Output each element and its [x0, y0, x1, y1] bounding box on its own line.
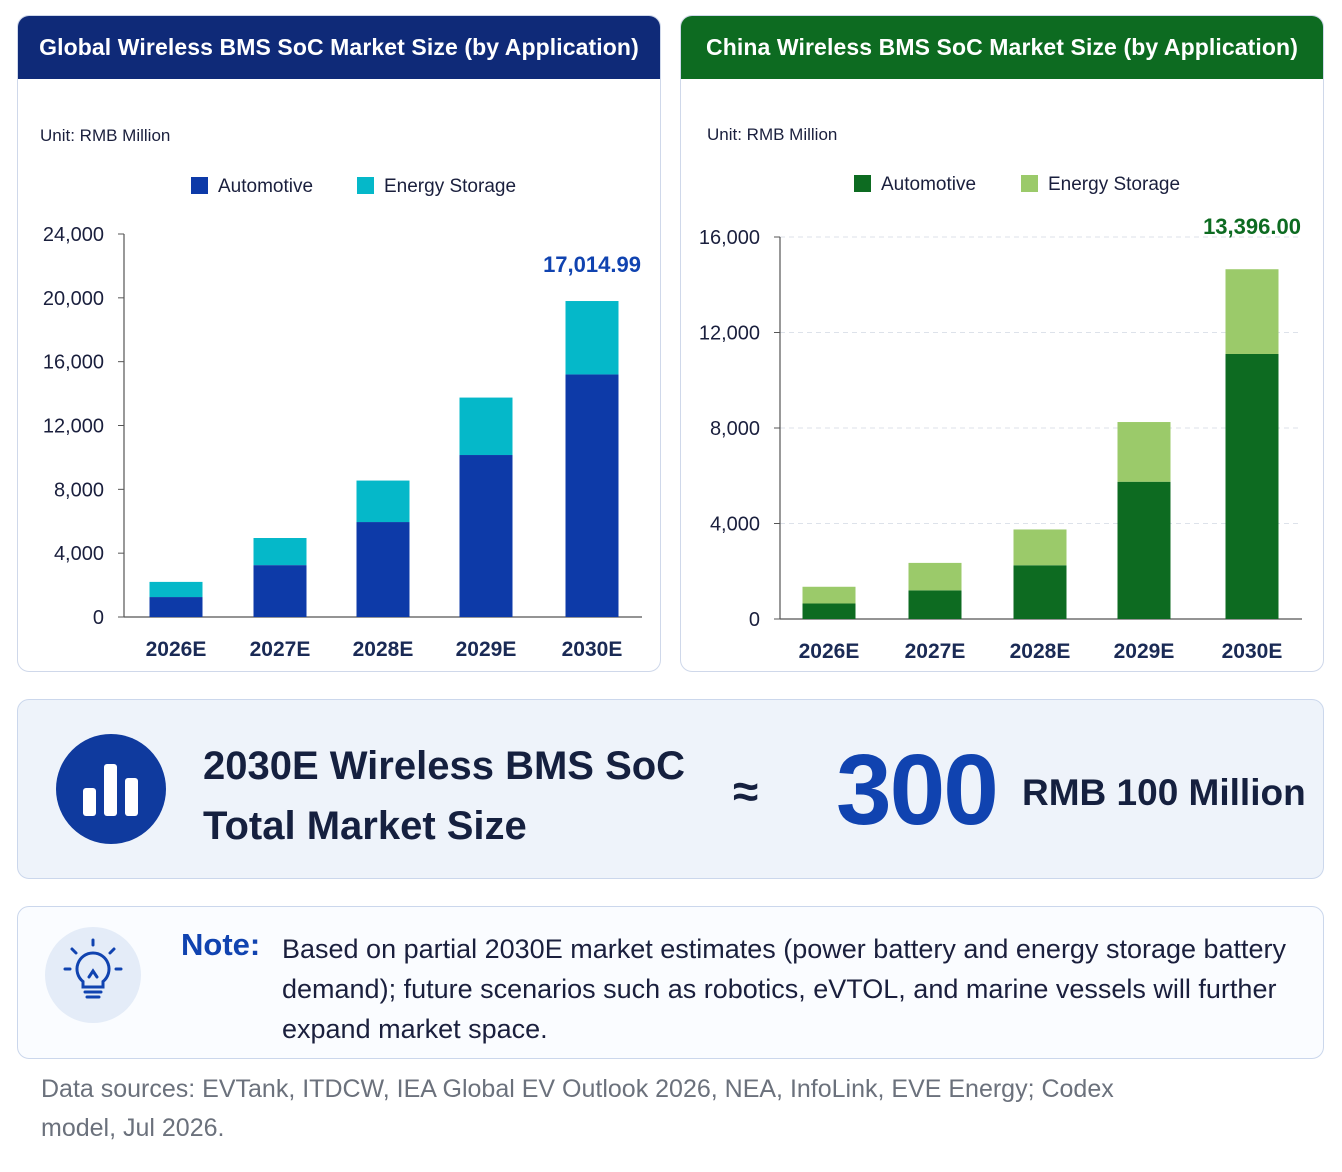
y-tick-label: 0 [749, 609, 760, 631]
legend-label-energy-storage: Energy Storage [384, 176, 516, 197]
note-box: Note: Based on partial 2030E market esti… [17, 906, 1324, 1059]
global-chart-svg: Unit: RMB Million Automotive Energy Storag… [40, 126, 642, 661]
unit-label: Unit: RMB Million [40, 126, 170, 145]
x-tick-label: 2028E [1010, 640, 1071, 663]
summary-banner: 2030E Wireless BMS SoC Total Market Size… [17, 699, 1324, 879]
bar-2028e-energy-storage [356, 480, 410, 523]
y-tick-label: 4,000 [710, 514, 760, 536]
legend-label-energy-storage: Energy Storage [1048, 174, 1180, 195]
y-tick-label: 12,000 [43, 416, 104, 438]
y-tick-label: 4,000 [54, 543, 104, 565]
bar-2029e-automotive [1117, 481, 1171, 619]
bar-2029e-automotive [459, 455, 513, 617]
x-tick-label: 2030E [1222, 640, 1283, 663]
bar-2027e-automotive [253, 565, 307, 617]
y-tick-label: 16,000 [43, 352, 104, 374]
bar-2030e-automotive [1225, 353, 1279, 619]
approx-symbol: ≈ [733, 765, 759, 817]
x-tick-label: 2030E [562, 638, 623, 661]
total-annotation: 17,014.99 [543, 252, 641, 277]
global-chart-panel: Global Wireless BMS SoC Market Size (by … [17, 15, 661, 672]
legend-label-automotive: Automotive [881, 174, 976, 195]
data-sources: Data sources: EVTank, ITDCW, IEA Global … [41, 1075, 1114, 1142]
y-tick-label: 16,000 [699, 227, 760, 249]
china-chart-svg: Unit: RMB Million Automotive Energy Storag… [699, 125, 1302, 663]
total-annotation: 13,396.00 [1203, 214, 1301, 239]
china-chart-panel: China Wireless BMS SoC Market Size (by A… [680, 15, 1324, 672]
summary-title-line1: 2030E Wireless BMS SoC [203, 744, 686, 788]
bar-chart-icon [56, 734, 166, 844]
x-tick-label: 2027E [250, 638, 311, 661]
lightbulb-icon [45, 927, 141, 1023]
bar-2028e-energy-storage [1013, 529, 1067, 566]
bar-2030e-energy-storage [1225, 269, 1279, 354]
summary-title: 2030E Wireless BMS SoC Total Market Size [203, 736, 685, 856]
bar-2028e-automotive [1013, 565, 1067, 619]
y-tick-label: 8,000 [710, 418, 760, 440]
summary-title-line2: Total Market Size [203, 804, 527, 848]
x-tick-label: 2027E [905, 640, 966, 663]
summary-value: 300 [836, 734, 999, 846]
legend-swatch-energy-storage [357, 177, 374, 194]
y-tick-label: 20,000 [43, 288, 104, 310]
bar-2030e-automotive [565, 374, 619, 617]
note-text: Based on partial 2030E market estimates … [282, 934, 1287, 1044]
bar-2029e-energy-storage [459, 397, 513, 456]
bar-2026e-energy-storage [802, 586, 856, 604]
legend-swatch-automotive [854, 175, 871, 192]
bar-2026e-automotive [149, 597, 203, 617]
legend-swatch-energy-storage [1021, 175, 1038, 192]
china-chart-title: China Wireless BMS SoC Market Size (by A… [681, 16, 1323, 79]
summary-unit: RMB 100 Million [1022, 772, 1306, 813]
legend-label-automotive: Automotive [218, 176, 313, 197]
note-label: Note: [181, 927, 261, 962]
bar-2027e-energy-storage [253, 538, 307, 566]
unit-label: Unit: RMB Million [707, 125, 837, 144]
x-tick-label: 2029E [1114, 640, 1175, 663]
global-chart-title: Global Wireless BMS SoC Market Size (by … [18, 16, 660, 79]
x-tick-label: 2026E [799, 640, 860, 663]
y-tick-label: 12,000 [699, 323, 760, 345]
y-tick-label: 24,000 [43, 224, 104, 246]
bar-2027e-energy-storage [908, 562, 962, 591]
legend-swatch-automotive [191, 177, 208, 194]
x-tick-label: 2029E [456, 638, 517, 661]
x-tick-label: 2026E [146, 638, 207, 661]
bar-2029e-energy-storage [1117, 422, 1171, 482]
bar-2027e-automotive [908, 590, 962, 619]
bar-2026e-automotive [802, 603, 856, 619]
bar-2030e-energy-storage [565, 301, 619, 375]
bar-2028e-automotive [356, 522, 410, 617]
y-tick-label: 0 [93, 607, 104, 629]
bar-2026e-energy-storage [149, 581, 203, 598]
y-tick-label: 8,000 [54, 479, 104, 501]
x-tick-label: 2028E [353, 638, 414, 661]
